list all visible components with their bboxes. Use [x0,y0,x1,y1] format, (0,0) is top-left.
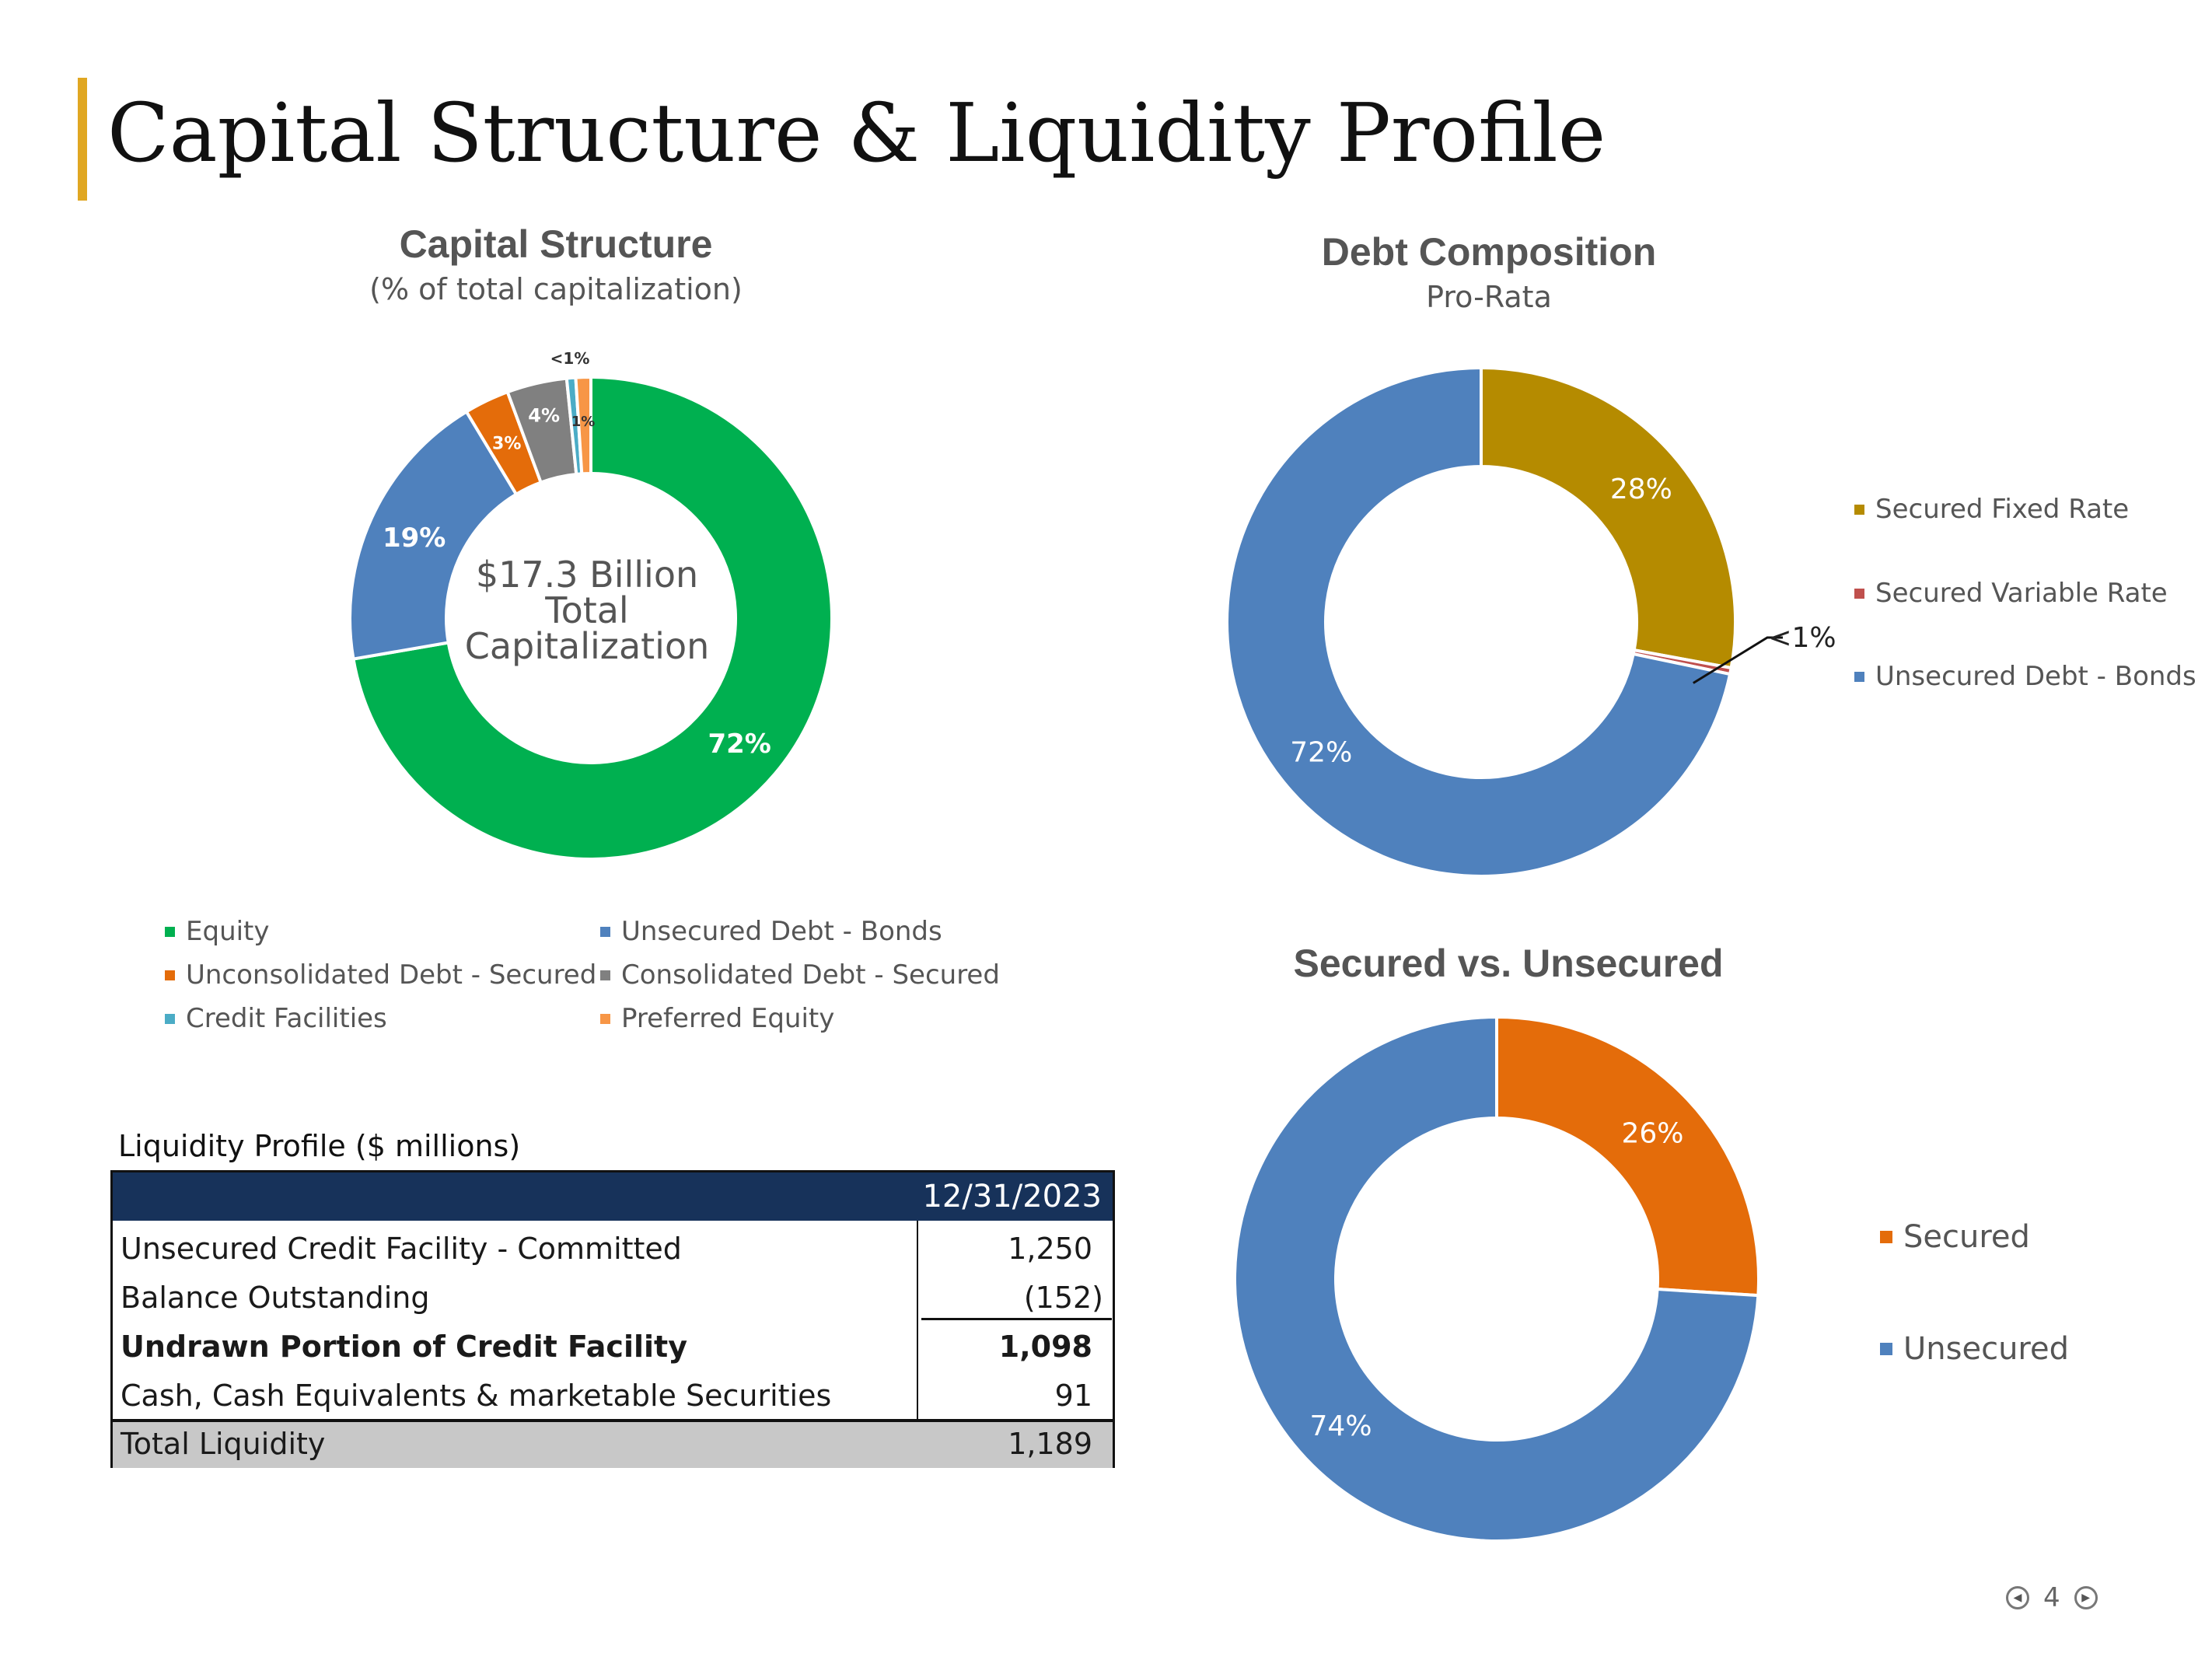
slice-secured [1495,1015,1760,1298]
legend-label: Credit Facilities [186,1003,387,1034]
chart-subtitle-capital-structure: (% of total capitalization) [369,272,743,306]
liquidity-table-header: 12/31/2023 [113,1172,1113,1221]
data-label-credit-facilities: <1% [550,349,590,368]
legend-swatch [600,970,610,980]
data-label-secured-variable-rate: <1% [1768,622,1836,654]
data-label-unconsolidated-debt-secured: 3% [492,434,521,453]
total-label: Total Liquidity [121,1427,326,1461]
row-value: 1,250 [1008,1232,1092,1266]
slice-secured-fixed-rate [1480,365,1737,670]
legend-swatch [600,926,610,937]
legend-swatch [1880,1343,1892,1355]
page-number: 4 [2043,1582,2060,1613]
row-label: Balance Outstanding [121,1281,430,1315]
data-label-secured: 26% [1621,1117,1683,1149]
subtotal-rule [921,1318,1112,1320]
legend-item-unconsolidated-debt-secured: Unconsolidated Debt - Secured [165,959,596,991]
legend-label: Unsecured [1903,1331,2069,1367]
legend-swatch [165,1013,175,1024]
table-row: Unsecured Credit Facility - Committed 1,… [113,1224,1113,1274]
data-label-unsecured: 74% [1310,1410,1372,1442]
next-page-icon[interactable]: ▶ [2074,1586,2098,1609]
row-value: 91 [1054,1379,1092,1413]
table-total-row: Total Liquidity 1,189 [113,1419,1113,1468]
legend-label: Preferred Equity [621,1003,835,1034]
legend-swatch [165,970,175,980]
legend-item-secured-variable-rate: Secured Variable Rate [1854,578,2168,609]
donut-center-label: $17.3 Billion Total Capitalization [451,557,723,664]
legend-item-secured-fixed-rate: Secured Fixed Rate [1854,494,2129,525]
slice-equity [351,375,833,861]
total-value: 1,189 [1008,1427,1092,1461]
data-label-unsecured-debt-bonds: 72% [1290,737,1352,769]
row-label: Unsecured Credit Facility - Committed [121,1232,682,1266]
legend-item-unsecured-debt-bonds: Unsecured Debt - Bonds [1854,661,2196,692]
legend-label: Secured Variable Rate [1875,578,2168,609]
slice-unsecured-debt-bonds [348,409,519,661]
legend-label: Unsecured Debt - Bonds [621,916,942,947]
legend-swatch [1854,671,1864,682]
data-label-leader-line [1693,636,1783,684]
page-title: Capital Structure & Liquidity Profile [107,86,1606,180]
chart-title-capital-structure: Capital Structure [399,222,713,266]
chart-title-secured-vs-unsecured: Secured vs. Unsecured [1293,942,1724,985]
legend-item-unsecured: Unsecured [1880,1331,2069,1367]
row-label: Undrawn Portion of Credit Facility [121,1330,687,1364]
legend-label: Equity [186,916,270,947]
legend-label: Unconsolidated Debt - Secured [186,959,597,991]
legend-item-preferred-equity: Preferred Equity [600,1003,834,1034]
row-value: (152) [1023,1281,1103,1315]
legend-swatch [1854,504,1864,515]
data-label-secured-fixed-rate: 28% [1610,474,1672,505]
chart-subtitle-debt-composition: Pro-Rata [1426,280,1552,314]
table-divider [917,1221,918,1419]
data-label-consolidated-debt-secured: 4% [528,404,560,426]
legend-swatch [600,1013,610,1024]
legend-item-unsecured-debt-bonds: Unsecured Debt - Bonds [600,916,942,947]
table-row: Balance Outstanding (152) [113,1273,1113,1323]
legend-label: Consolidated Debt - Secured [621,959,1000,991]
legend-item-consolidated-debt-secured: Consolidated Debt - Secured [600,959,1000,991]
legend-label: Unsecured Debt - Bonds [1875,661,2196,692]
liquidity-table-title: Liquidity Profile ($ millions) [118,1129,521,1163]
data-label-equity: 72% [708,729,771,760]
legend-item-secured: Secured [1880,1219,2030,1255]
center-label-line2: Total [545,589,629,631]
chart-title-debt-composition: Debt Composition [1321,230,1657,274]
page-navigation: ◀ 4 ▶ [2006,1582,2098,1613]
slice-unsecured-debt-bonds [1225,365,1732,878]
slice-preferred-equity [574,375,592,476]
row-label: Cash, Cash Equivalents & marketable Secu… [121,1379,832,1413]
legend-item-credit-facilities: Credit Facilities [165,1003,387,1034]
title-accent-bar [78,78,87,201]
center-label-line1: $17.3 Billion [475,554,699,596]
legend-label: Secured Fixed Rate [1875,494,2130,525]
legend-item-equity: Equity [165,916,270,947]
previous-page-icon[interactable]: ◀ [2006,1586,2029,1609]
column-header-date: 12/31/2023 [922,1179,1102,1214]
liquidity-table: 12/31/2023 Unsecured Credit Facility - C… [110,1170,1115,1468]
slice-unsecured [1233,1015,1760,1543]
table-row: Undrawn Portion of Credit Facility 1,098 [113,1322,1113,1372]
row-value: 1,098 [998,1330,1092,1364]
legend-swatch [1854,588,1864,599]
table-row: Cash, Cash Equivalents & marketable Secu… [113,1371,1113,1421]
legend-label: Secured [1903,1219,2030,1255]
legend-swatch [1880,1231,1892,1243]
legend-swatch [165,926,175,937]
data-label-preferred-equity: 1% [571,414,596,430]
data-label-unsecured-debt-bonds: 19% [383,522,446,554]
center-label-line3: Capitalization [464,625,710,667]
